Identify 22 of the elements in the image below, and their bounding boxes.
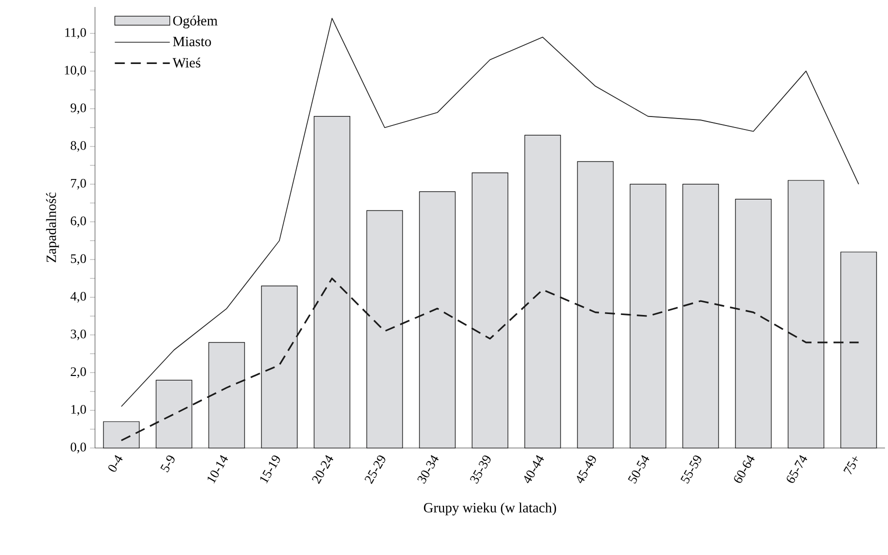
- legend-label: Wieś: [172, 58, 200, 68]
- y-tick-label: 3,0: [70, 330, 86, 340]
- line-series: [120, 18, 860, 407]
- x-axis-title: Grupy wieku (w latach): [424, 502, 556, 516]
- line-series: [120, 278, 860, 442]
- x-tick-label: 0-4: [108, 455, 123, 472]
- y-tick-label: 6,0: [70, 216, 86, 228]
- x-tick-label: 75+: [843, 456, 858, 474]
- y-axis-title: Zapadalność: [46, 192, 59, 262]
- y-tick-label: 4,0: [70, 292, 86, 303]
- y-tick-label: 10,0: [64, 66, 86, 76]
- legend-label: Miasto: [173, 36, 211, 46]
- y-tick-label: 8,0: [70, 141, 86, 152]
- y-tick-label: 5,0: [70, 254, 86, 265]
- y-tick-label: 7,0: [71, 178, 86, 190]
- y-tick-label: 9,0: [70, 103, 86, 114]
- y-tick-label: 1,0: [71, 404, 86, 416]
- y-tick-label: 2,0: [70, 367, 86, 378]
- y-tick-label: 0,0: [70, 442, 86, 454]
- x-tick-label: 5-9: [160, 455, 175, 472]
- y-tick-label: 11,0: [65, 28, 86, 39]
- legend-label: Ogółem: [173, 16, 218, 28]
